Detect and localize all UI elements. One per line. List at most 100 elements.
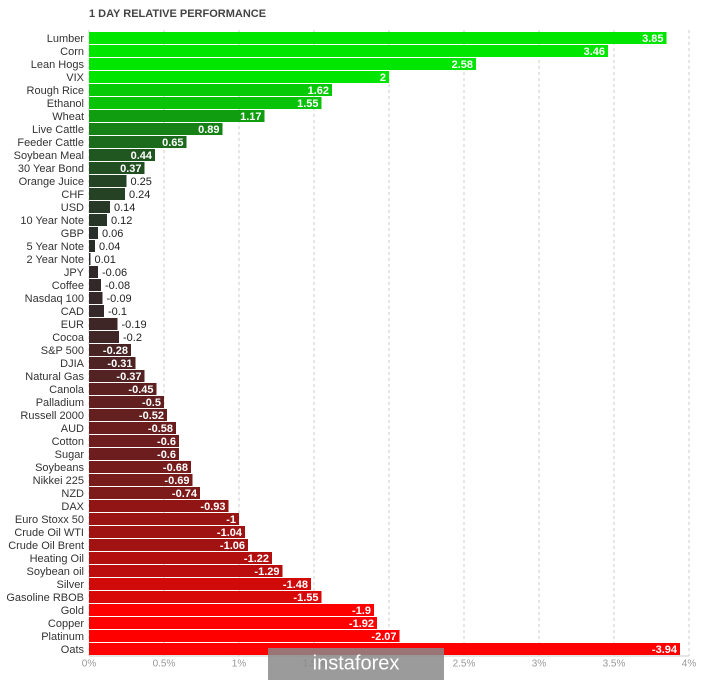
value-label: -0.45 bbox=[128, 384, 153, 396]
value-label: 0.14 bbox=[114, 202, 135, 214]
bar bbox=[89, 58, 476, 70]
value-label: 0.89 bbox=[198, 124, 219, 136]
value-label: -0.2 bbox=[123, 332, 142, 344]
bar bbox=[89, 435, 179, 447]
value-label: -0.6 bbox=[157, 449, 176, 461]
bar bbox=[89, 409, 167, 421]
bar bbox=[89, 565, 283, 577]
bar bbox=[89, 175, 127, 187]
value-label: -0.5 bbox=[142, 397, 161, 409]
category-label: DJIA bbox=[60, 358, 85, 370]
bar bbox=[89, 32, 667, 44]
category-label: AUD bbox=[61, 423, 84, 435]
value-label: 0.24 bbox=[129, 189, 150, 201]
bar bbox=[89, 123, 223, 135]
category-label: DAX bbox=[61, 501, 84, 513]
category-label: 30 Year Bond bbox=[18, 163, 84, 175]
value-label: -1.22 bbox=[244, 553, 269, 565]
category-label: CAD bbox=[61, 306, 84, 318]
category-label: 5 Year Note bbox=[27, 241, 85, 253]
category-label: Wheat bbox=[52, 111, 84, 123]
value-label: -2.07 bbox=[371, 631, 396, 643]
bar bbox=[89, 344, 131, 356]
bar bbox=[89, 474, 193, 486]
value-label: 0.25 bbox=[131, 176, 152, 188]
value-label: -0.93 bbox=[200, 501, 225, 513]
chart-title: 1 DAY RELATIVE PERFORMANCE bbox=[89, 8, 266, 20]
value-label: -0.37 bbox=[116, 371, 141, 383]
bar bbox=[89, 448, 179, 460]
value-label: -0.06 bbox=[102, 267, 127, 279]
value-label: 0.04 bbox=[99, 241, 120, 253]
category-label: Orange Juice bbox=[19, 176, 84, 188]
value-label: -1 bbox=[226, 514, 236, 526]
watermark-box bbox=[268, 648, 444, 680]
category-label: Soybean Meal bbox=[14, 150, 84, 162]
value-label: -1.04 bbox=[217, 527, 243, 539]
bar bbox=[89, 305, 104, 317]
value-label: 0.06 bbox=[102, 228, 123, 240]
value-label: -0.52 bbox=[139, 410, 164, 422]
bar bbox=[89, 214, 107, 226]
value-label: -0.6 bbox=[157, 436, 176, 448]
category-label: Oats bbox=[61, 644, 85, 656]
category-label: Platinum bbox=[41, 631, 84, 643]
value-label: 0.37 bbox=[120, 163, 141, 175]
value-label: 1.17 bbox=[240, 111, 261, 123]
value-label: -0.28 bbox=[103, 345, 128, 357]
value-label: 3.85 bbox=[642, 33, 663, 45]
category-label: Crude Oil WTI bbox=[14, 527, 84, 539]
bar bbox=[89, 487, 200, 499]
category-label: Nasdaq 100 bbox=[25, 293, 84, 305]
x-tick-label: 3.5% bbox=[603, 659, 626, 670]
value-label: -0.58 bbox=[148, 423, 173, 435]
bar bbox=[89, 279, 101, 291]
bar bbox=[89, 84, 332, 96]
category-label: Ethanol bbox=[47, 98, 84, 110]
bar bbox=[89, 292, 103, 304]
category-label: Coffee bbox=[52, 280, 84, 292]
category-label: Cotton bbox=[52, 436, 84, 448]
bar bbox=[89, 461, 191, 473]
bar bbox=[89, 370, 145, 382]
category-label: JPY bbox=[64, 267, 85, 279]
bar bbox=[89, 500, 229, 512]
category-label: Feeder Cattle bbox=[17, 137, 84, 149]
category-label: Crude Oil Brent bbox=[8, 540, 84, 552]
value-label: -1.9 bbox=[352, 605, 371, 617]
watermark-text: instaforex bbox=[313, 652, 400, 674]
value-label: -0.19 bbox=[122, 319, 147, 331]
bar bbox=[89, 97, 322, 109]
watermark: instaforex bbox=[268, 648, 444, 680]
category-label: Rough Rice bbox=[27, 85, 84, 97]
value-label: -1.48 bbox=[283, 579, 308, 591]
value-label: -1.55 bbox=[293, 592, 318, 604]
value-label: 2.58 bbox=[452, 59, 473, 71]
bar bbox=[89, 422, 176, 434]
bar bbox=[89, 396, 164, 408]
category-label: Russell 2000 bbox=[20, 410, 84, 422]
bar bbox=[89, 591, 322, 603]
value-label: 1.55 bbox=[297, 98, 318, 110]
value-label: -0.09 bbox=[107, 293, 132, 305]
bar bbox=[89, 526, 245, 538]
x-tick-label: 0% bbox=[82, 659, 97, 670]
value-label: -0.31 bbox=[107, 358, 132, 370]
bar bbox=[89, 630, 400, 642]
bar bbox=[89, 578, 311, 590]
value-label: 2 bbox=[380, 72, 386, 84]
bar bbox=[89, 71, 389, 83]
category-label: Euro Stoxx 50 bbox=[15, 514, 84, 526]
bar bbox=[89, 357, 136, 369]
x-tick-label: 3% bbox=[532, 659, 547, 670]
bar bbox=[89, 188, 125, 200]
category-label: Corn bbox=[60, 46, 84, 58]
bar bbox=[89, 513, 239, 525]
category-label: Lean Hogs bbox=[31, 59, 85, 71]
value-label: -0.08 bbox=[105, 280, 130, 292]
value-label: -1.92 bbox=[349, 618, 374, 630]
category-label: S&P 500 bbox=[41, 345, 84, 357]
category-label: Gold bbox=[61, 605, 84, 617]
category-label: Soybeans bbox=[35, 462, 84, 474]
bar bbox=[89, 201, 110, 213]
